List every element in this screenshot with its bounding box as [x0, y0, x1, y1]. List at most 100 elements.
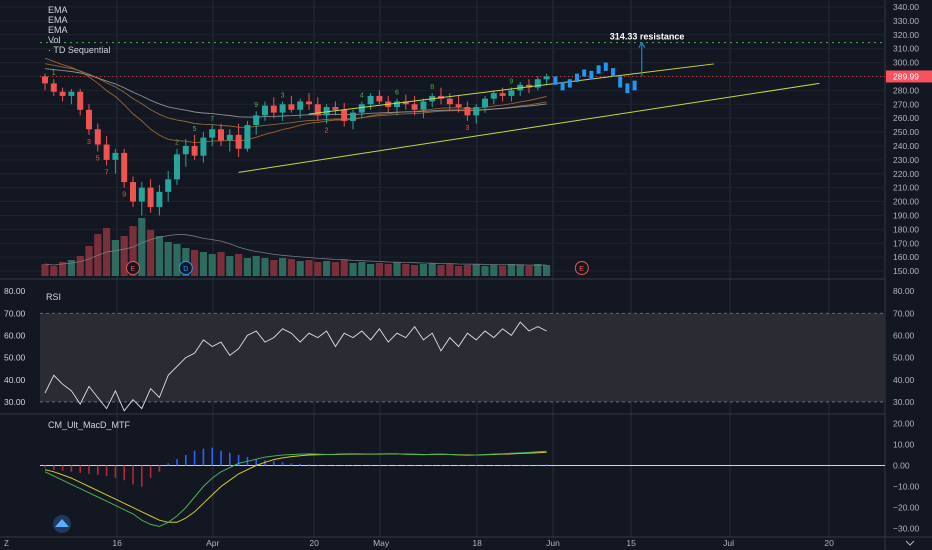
candle-body: [411, 104, 418, 110]
macd-pane-label[interactable]: CM_Ult_MacD_MTF: [48, 420, 131, 430]
macd-line: [44, 450, 547, 528]
candle-body: [394, 101, 400, 108]
volume-bar: [76, 256, 84, 276]
macd-histogram-bar: [493, 465, 495, 466]
macd-histogram-bar: [149, 465, 152, 479]
candle-body: [209, 129, 216, 138]
rsi-tick-label-left: 80.00: [4, 286, 26, 296]
projection-bar: [560, 82, 565, 91]
volume-bar: [516, 265, 524, 276]
volume-bar: [67, 260, 75, 276]
candle-body: [297, 101, 304, 110]
projection-bar: [553, 76, 558, 85]
volume-bar: [323, 261, 331, 276]
legend-ema-3[interactable]: EMA: [48, 25, 68, 35]
td-count-digit: 7: [105, 169, 109, 176]
volume-bar: [252, 256, 260, 276]
volume-bar: [50, 266, 58, 276]
candle-body: [306, 101, 312, 105]
price-tick-label: 230.00: [893, 155, 919, 165]
macd-histogram-bar: [325, 465, 328, 466]
time-tick-label: 20: [824, 538, 834, 548]
volume-bar: [147, 230, 155, 276]
candle-body: [253, 115, 260, 126]
price-tick-label: 330.00: [893, 16, 919, 26]
channel-lower-line: [238, 82, 820, 173]
time-tick-label: May: [373, 538, 390, 548]
price-tick-label: 250.00: [893, 127, 919, 137]
macd-histogram-bar: [132, 465, 134, 485]
macd-tick-label: −30.00: [893, 524, 920, 534]
price-tick-label: 150.00: [893, 266, 919, 276]
candle-body: [42, 76, 48, 84]
rsi-tick-label: 30.00: [893, 397, 915, 407]
legend-vol[interactable]: Vol: [48, 35, 61, 45]
volume-bar: [384, 264, 392, 276]
candle-body: [121, 152, 128, 183]
td-count-digit: 7: [210, 116, 214, 123]
candle-body: [130, 182, 136, 202]
macd-histogram-bar: [176, 459, 178, 466]
rsi-pane-label[interactable]: RSI: [46, 292, 62, 302]
resistance-annotation: 314.33 resistance: [610, 32, 685, 42]
logo-icon: [55, 519, 69, 527]
macd-histogram-bar: [369, 465, 372, 466]
projection-arrow-head: [638, 41, 646, 48]
macd-histogram-bar: [510, 464, 513, 466]
volume-bar: [164, 242, 172, 276]
td-count-digit: 1: [52, 70, 56, 77]
candle-body: [526, 84, 532, 88]
time-tick-label: 18: [472, 538, 482, 548]
legend-ema-2[interactable]: EMA: [48, 15, 68, 25]
volume-bar: [85, 246, 93, 276]
candle-body: [464, 107, 471, 116]
candle-body: [244, 125, 251, 149]
volume-bar: [481, 266, 489, 276]
rsi-tick-label: 70.00: [893, 308, 915, 318]
rsi-line: [44, 321, 547, 412]
macd-histogram-bar: [237, 454, 240, 466]
projection-bar: [582, 69, 587, 77]
volume-bar: [191, 250, 199, 276]
macd-histogram-bar: [229, 452, 231, 466]
macd-histogram-bar: [361, 465, 363, 466]
volume-bar: [138, 218, 146, 276]
volume-bar: [402, 264, 410, 276]
volume-bar: [437, 265, 445, 276]
macd-histogram-bar: [519, 464, 521, 466]
macd-histogram-bar: [396, 465, 398, 466]
macd-histogram-bar: [352, 465, 354, 466]
volume-bar: [173, 244, 181, 276]
time-tick-label: Jul: [723, 538, 734, 548]
event-marker-label: D: [183, 266, 188, 273]
candle-body: [156, 191, 163, 208]
macd-histogram-bar: [449, 465, 451, 466]
td-count-digit: 5: [193, 126, 197, 133]
candle-body: [200, 137, 207, 156]
projection-bar: [575, 73, 579, 83]
candle-body: [279, 104, 286, 113]
legend-ema-1[interactable]: EMA: [48, 5, 68, 15]
legend-td-dot: ·: [48, 45, 54, 55]
macd-histogram-bar: [484, 465, 486, 466]
volume-bar: [375, 263, 383, 276]
price-tick-label: 320.00: [893, 30, 919, 40]
event-marker-label: E: [131, 266, 136, 273]
volume-bar: [463, 265, 471, 276]
candle-body: [112, 152, 119, 160]
volume-bar: [314, 262, 322, 276]
volume-bar: [305, 260, 313, 276]
legend-td-sequential[interactable]: · TD Sequential: [48, 45, 110, 55]
event-marker-label: E: [579, 266, 584, 273]
time-tick-label: 16: [112, 538, 122, 548]
volume-bar: [279, 258, 287, 276]
macd-histogram-bar: [255, 459, 257, 466]
candle-body: [218, 129, 224, 141]
macd-histogram-bar: [281, 462, 284, 466]
price-tick-label: 240.00: [893, 141, 919, 151]
volume-bar: [331, 262, 339, 276]
td-count-digit: 9: [254, 102, 258, 109]
volume-bar: [296, 261, 304, 276]
candle-body: [59, 91, 66, 96]
